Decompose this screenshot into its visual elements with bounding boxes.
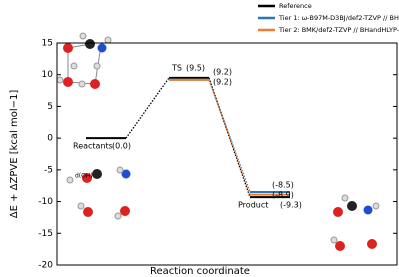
molecule-reactant	[56, 32, 112, 89]
x-axis-label: Reaction coordinate	[150, 266, 250, 277]
annotation: d(OH)	[75, 173, 93, 180]
value-label: (-9.3)	[280, 201, 302, 210]
plot-frame	[56, 42, 398, 266]
molecule-separated	[66, 166, 131, 220]
category-label: Reactants	[73, 142, 113, 151]
y-tick-label: -5	[44, 165, 53, 175]
value-label: (9.2)	[213, 78, 232, 87]
value-label: (-8.5)	[272, 181, 294, 190]
y-axis-label: ΔE + ΔZPVE [kcal mol−1]	[9, 90, 20, 219]
connector	[208, 79, 251, 193]
legend-label: Tier 2: BMK/def2-TZVP // BHandHLYP-D3BJ/…	[278, 26, 399, 34]
value-label: (0.0)	[112, 142, 131, 151]
y-tick-label: 0	[47, 134, 53, 144]
y-tick-label: 15	[42, 39, 53, 49]
legend-label: Reference	[279, 2, 312, 10]
value-label: (9.5)	[186, 64, 205, 73]
molecule-product	[330, 194, 380, 251]
y-tick-label: -15	[38, 229, 53, 239]
value-label: (9.2)	[213, 68, 232, 77]
legend-label: Tier 1: ω-B97M-D3BJ/def2-TZVP // BHandHL…	[278, 14, 399, 22]
category-label: Product	[238, 201, 268, 210]
connector	[208, 79, 251, 195]
category-label: TS	[171, 64, 182, 73]
connector	[125, 77, 170, 139]
y-tick-label: -10	[38, 197, 53, 207]
y-tick-label: 5	[47, 102, 53, 112]
value-label: (-8.9)	[272, 191, 294, 200]
y-tick-label: 10	[42, 70, 54, 80]
y-tick-label: -20	[38, 261, 53, 271]
